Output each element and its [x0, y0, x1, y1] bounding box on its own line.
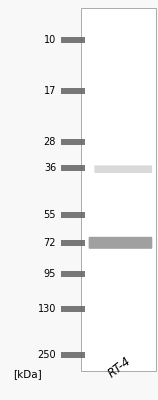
Text: 250: 250 — [37, 350, 56, 360]
Bar — [61, 212, 85, 218]
Text: 17: 17 — [44, 86, 56, 96]
Bar — [61, 139, 85, 145]
Bar — [61, 306, 85, 312]
Text: RT-4: RT-4 — [105, 355, 133, 381]
Bar — [61, 88, 85, 94]
Bar — [81, 8, 156, 371]
Text: 28: 28 — [44, 137, 56, 147]
Bar — [61, 165, 85, 171]
FancyBboxPatch shape — [94, 166, 152, 173]
Text: 36: 36 — [44, 163, 56, 173]
Text: 130: 130 — [38, 304, 56, 314]
Text: 55: 55 — [44, 210, 56, 220]
Text: 72: 72 — [44, 238, 56, 248]
Bar — [61, 352, 85, 358]
Bar — [61, 37, 85, 43]
Bar — [61, 240, 85, 246]
Text: 95: 95 — [44, 269, 56, 279]
Text: 10: 10 — [44, 35, 56, 45]
FancyBboxPatch shape — [89, 237, 152, 249]
Text: [kDa]: [kDa] — [13, 369, 41, 379]
Bar — [61, 271, 85, 277]
